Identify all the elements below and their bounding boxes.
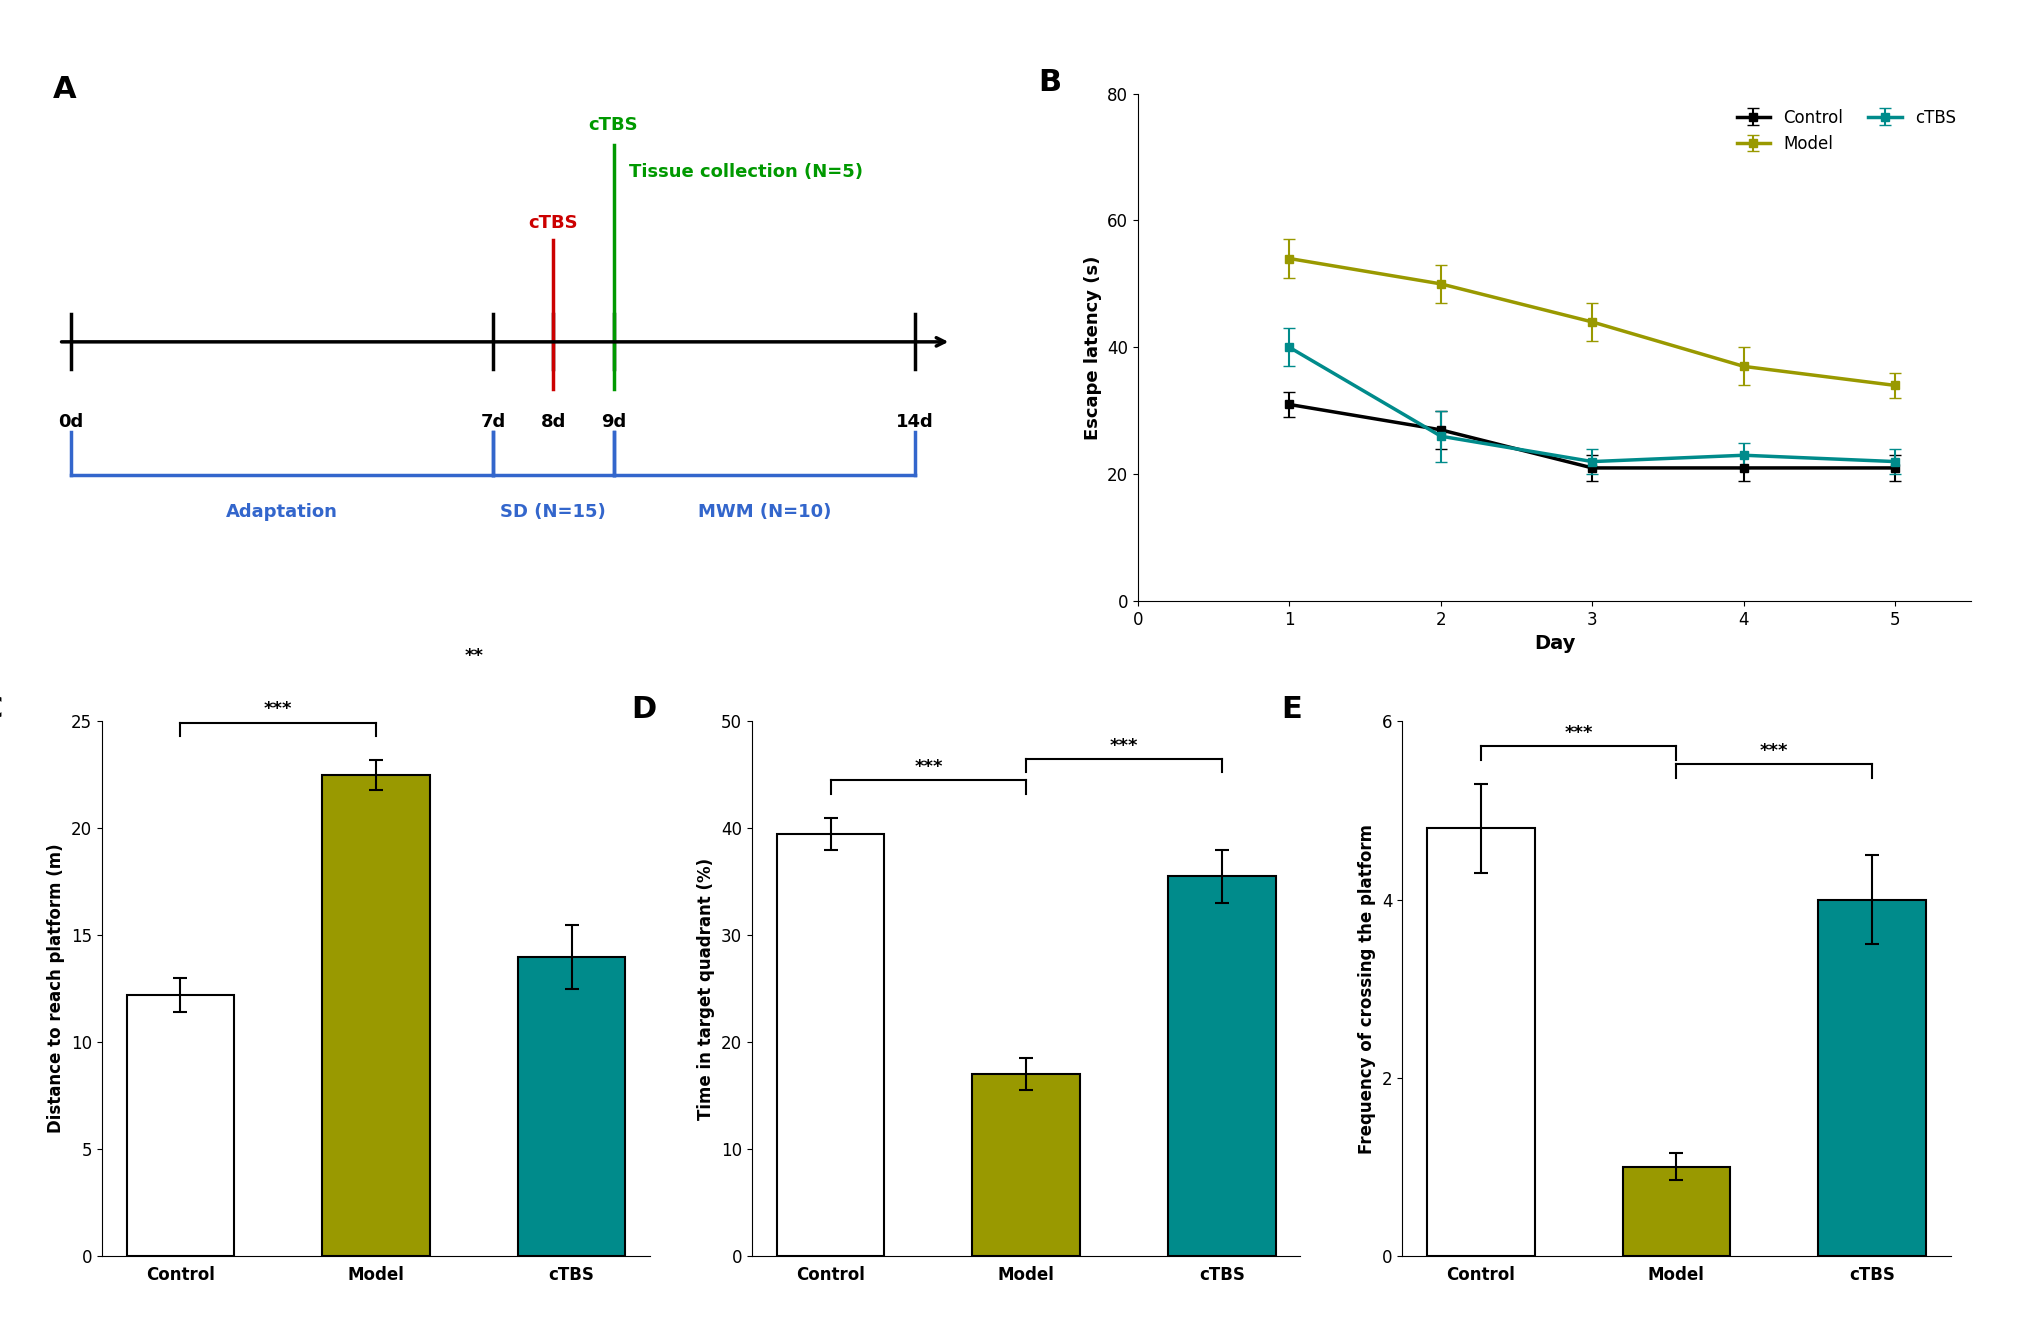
Bar [973,1074,1079,1256]
Y-axis label: Escape latency (s): Escape latency (s) [1083,255,1101,440]
Text: 8d: 8d [541,413,567,430]
Text: Tissue collection (N=5): Tissue collection (N=5) [630,163,864,180]
Bar [1624,1166,1729,1256]
Text: 14d: 14d [896,413,935,430]
Text: 0d: 0d [59,413,83,430]
Legend: Control, Model, cTBS: Control, Model, cTBS [1729,102,1963,159]
Bar [126,995,234,1256]
Text: Adaptation: Adaptation [226,502,337,521]
Bar [1426,828,1534,1256]
Text: 9d: 9d [601,413,626,430]
Text: cTBS: cTBS [589,116,638,134]
Text: A: A [53,75,77,104]
Text: ***: *** [1109,736,1138,755]
Bar [1168,876,1276,1256]
Text: **: ** [463,647,484,665]
Text: SD (N=15): SD (N=15) [500,502,606,521]
Bar [323,775,429,1256]
Text: MWM (N=10): MWM (N=10) [697,502,831,521]
Text: B: B [1038,68,1061,98]
Text: D: D [632,695,656,724]
Text: E: E [1282,695,1303,724]
Text: ***: *** [1565,724,1593,741]
Y-axis label: Frequency of crossing the platform: Frequency of crossing the platform [1357,823,1376,1154]
Text: ***: *** [1760,741,1788,760]
Bar [776,834,884,1256]
Text: C: C [0,695,4,724]
X-axis label: Day: Day [1534,635,1575,653]
Y-axis label: Time in target quadrant (%): Time in target quadrant (%) [697,858,715,1120]
Text: ***: *** [914,758,943,776]
Text: ***: *** [264,700,293,719]
Text: 7d: 7d [480,413,506,430]
Bar [518,957,626,1256]
Bar [1819,899,1926,1256]
Y-axis label: Distance to reach platform (m): Distance to reach platform (m) [47,844,65,1133]
Text: cTBS: cTBS [528,214,577,232]
